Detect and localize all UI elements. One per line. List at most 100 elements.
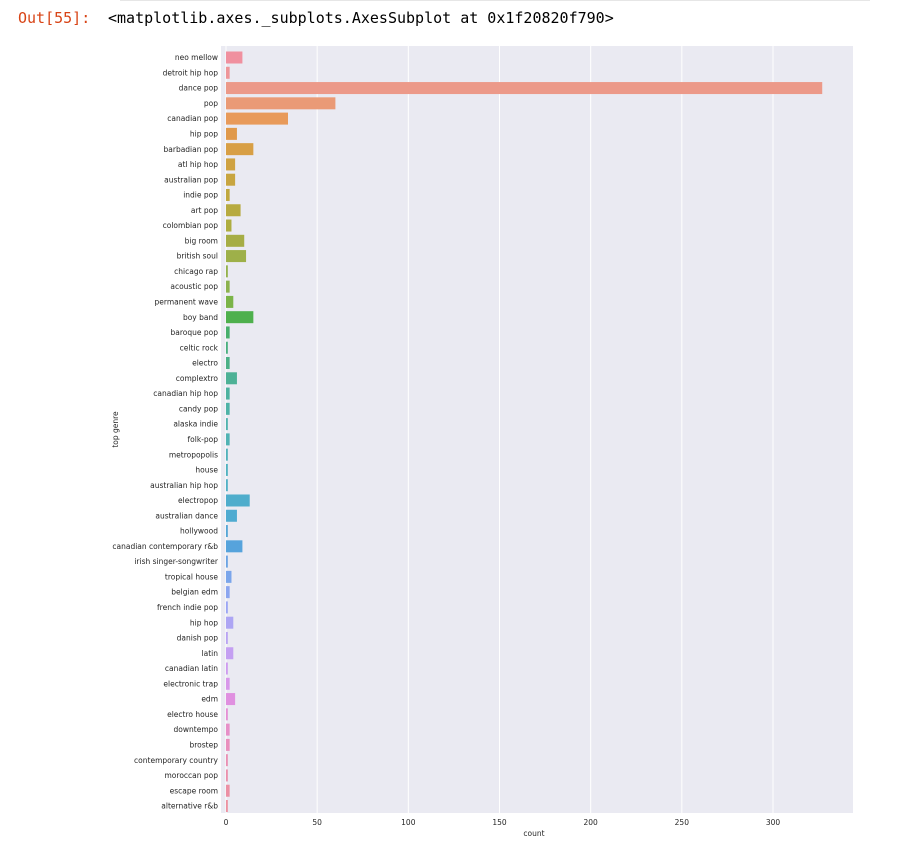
bar [226, 662, 228, 675]
y-tick-label: canadian hip hop [153, 389, 218, 398]
y-tick-label: british soul [177, 252, 218, 261]
bar [226, 555, 228, 568]
bar [226, 525, 228, 538]
y-tick-label: hollywood [180, 527, 218, 536]
y-tick-label: complextro [176, 374, 219, 383]
bar [226, 402, 230, 415]
bar [226, 677, 230, 690]
y-tick-label: canadian latin [165, 664, 218, 673]
bar [226, 769, 228, 782]
y-tick-label: art pop [191, 206, 218, 215]
bar [226, 372, 237, 385]
output-text: <matplotlib.axes._subplots.AxesSubplot a… [108, 9, 614, 27]
bar [226, 479, 228, 492]
bar [226, 800, 228, 812]
y-tick-label: barbadian pop [164, 145, 219, 154]
y-tick-label: chicago rap [174, 267, 218, 276]
bar [226, 326, 230, 339]
y-tick-label: downtempo [174, 725, 219, 734]
bar [226, 754, 228, 767]
bar [226, 723, 230, 736]
bar [226, 738, 230, 751]
y-tick-label: australian hip hop [150, 481, 218, 490]
y-tick-label: latin [202, 649, 219, 658]
y-tick-label: contemporary country [134, 756, 219, 765]
bar [226, 601, 228, 614]
y-tick-label: permanent wave [155, 298, 219, 307]
x-tick-label: 0 [224, 818, 229, 827]
x-tick-label: 100 [401, 818, 416, 827]
y-tick-label: tropical house [165, 572, 218, 581]
y-tick-label: folk-pop [188, 435, 219, 444]
y-tick-label: irish singer-songwriter [134, 557, 219, 566]
bar [226, 341, 228, 354]
y-tick-label: alaska indie [173, 420, 218, 429]
y-tick-label: electro [192, 359, 218, 368]
y-tick-label: brostep [190, 740, 219, 749]
bar [226, 173, 236, 186]
bar [226, 418, 228, 431]
bar [226, 265, 228, 278]
bar [226, 570, 232, 583]
y-tick-label: hip hop [190, 618, 218, 627]
y-tick-label: hip pop [190, 129, 218, 138]
y-tick-label: celtic rock [180, 343, 219, 352]
y-tick-label: big room [185, 236, 218, 245]
y-tick-label: edm [201, 695, 218, 704]
y-tick-label: canadian contemporary r&b [112, 542, 218, 551]
y-axis-label: top genre [111, 411, 120, 448]
y-tick-label: moroccan pop [165, 771, 219, 780]
bar [226, 311, 254, 324]
y-tick-label: canadian pop [167, 114, 218, 123]
y-tick-label: australian pop [164, 175, 218, 184]
y-tick-label: alternative r&b [161, 802, 218, 811]
y-tick-label: acoustic pop [170, 282, 218, 291]
bar [226, 127, 237, 140]
x-tick-label: 150 [492, 818, 507, 827]
y-tick-label: electro house [167, 710, 218, 719]
y-tick-label: atl hip hop [178, 160, 218, 169]
bar [226, 509, 237, 522]
y-tick-label: escape room [170, 786, 218, 795]
bar [226, 97, 336, 110]
bar [226, 219, 232, 232]
y-tick-label: candy pop [179, 404, 218, 413]
bar [226, 647, 234, 660]
y-tick-label: australian dance [155, 511, 218, 520]
bar [226, 158, 236, 171]
bar [226, 387, 230, 400]
bar [226, 250, 247, 263]
x-axis-label: count [523, 829, 544, 838]
y-tick-label: metropopolis [169, 450, 218, 459]
bar [226, 280, 230, 293]
cell-divider [120, 0, 870, 1]
bar [226, 708, 228, 721]
bar [226, 433, 230, 446]
y-tick-label: boy band [183, 313, 218, 322]
bar [226, 51, 243, 64]
y-tick-label: french indie pop [157, 603, 218, 612]
y-tick-label: danish pop [177, 634, 219, 643]
bars [226, 51, 823, 812]
x-tick-label: 300 [766, 818, 781, 827]
x-tick-labels: 0 50 100 150 200 250 300 [224, 818, 781, 827]
x-tick-label: 200 [584, 818, 599, 827]
output-prompt: Out[55]: [18, 9, 91, 27]
bar [226, 616, 234, 629]
bar [226, 112, 288, 125]
y-tick-label: belgian edm [171, 588, 218, 597]
y-tick-labels: neo mellow detroit hip hop dance pop pop can… [112, 53, 219, 811]
bar [226, 586, 230, 599]
bar [226, 66, 230, 79]
y-tick-label: colombian pop [163, 221, 219, 230]
bar [226, 540, 243, 553]
bar [226, 234, 245, 247]
bar [226, 188, 230, 201]
y-tick-label: baroque pop [171, 328, 219, 337]
bar [226, 357, 230, 370]
y-tick-label: pop [204, 99, 218, 108]
y-tick-label: dance pop [179, 84, 219, 93]
bar [226, 204, 241, 217]
y-tick-label: electronic trap [163, 679, 218, 688]
